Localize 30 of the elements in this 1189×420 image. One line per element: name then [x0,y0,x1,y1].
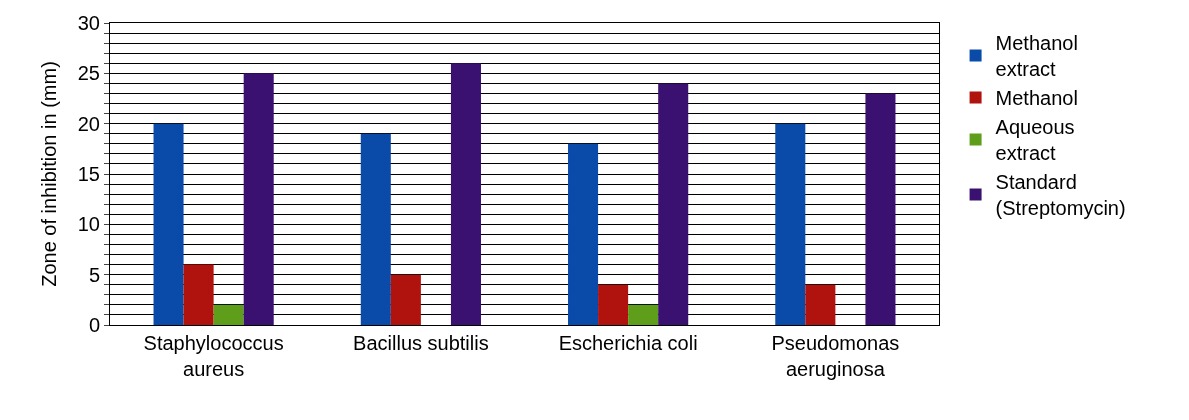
bar [865,93,896,325]
bar [658,83,689,325]
legend-label: Aqueous extract [995,116,1075,165]
bar [775,123,806,325]
bar [628,304,659,325]
bar [213,304,244,325]
x-tick-label: Escherichia coli [558,332,698,354]
y-tick-label: 5 [88,263,100,286]
bar [390,274,421,325]
y-tick-label: 15 [77,163,100,185]
legend-label: Methanol extract [995,32,1078,81]
y-tick-label: 10 [77,213,100,236]
x-tick-label: Bacillus subtilis [353,332,489,354]
legend-label: Standard (Streptomycin) [995,171,1126,220]
x-tick-label: Staphylococcus aureus [143,332,284,380]
y-axis-title: Zone of inhibition in (mm) [38,61,61,287]
bar [568,143,599,325]
y-tick-label: 20 [77,112,100,135]
bar [805,284,836,325]
y-tick-label: 30 [77,12,100,34]
bar [243,73,274,325]
bar [360,133,391,325]
bar [598,284,629,325]
y-tick-label: 0 [88,314,100,336]
legend-label: Methanol [995,87,1078,110]
bar [183,264,214,325]
y-tick-label: 25 [77,62,100,85]
bar [153,123,184,325]
bar [450,63,481,325]
x-tick-label: Pseudomonas aeruginosa [771,332,900,380]
